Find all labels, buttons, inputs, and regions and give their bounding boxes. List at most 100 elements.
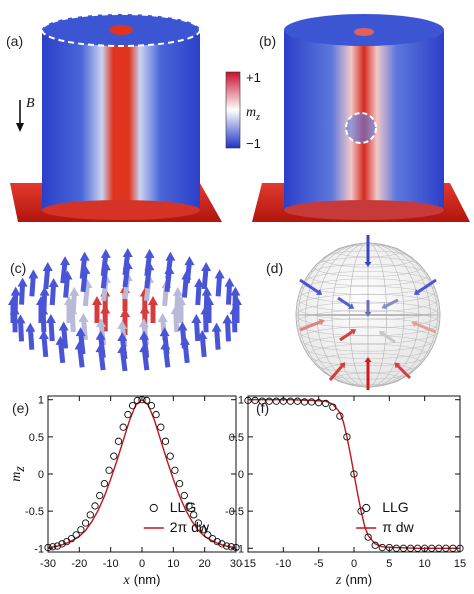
y-tick-label: 0.5 bbox=[229, 432, 244, 444]
panel-c-spin-arrow-head bbox=[159, 327, 170, 337]
panel-c: (c) bbox=[8, 248, 242, 372]
x-axis-label: x (nm) bbox=[123, 572, 161, 588]
x-axis-unit: (nm) bbox=[345, 572, 372, 587]
panel-d-spin-arrow-head bbox=[394, 362, 401, 369]
panel-d-spin-arrow-head bbox=[411, 320, 418, 328]
data-point-llg bbox=[77, 526, 85, 534]
data-point-llg bbox=[124, 410, 132, 419]
x-axis-unit: (nm) bbox=[134, 572, 161, 587]
data-point-llg bbox=[190, 511, 198, 519]
data-point-llg bbox=[199, 526, 207, 534]
data-point-llg bbox=[58, 540, 66, 548]
data-point-llg bbox=[49, 543, 57, 551]
data-point-llg bbox=[449, 544, 457, 552]
panel-d-spin-arrow bbox=[328, 365, 344, 381]
panel-c-spin-arrow-head bbox=[165, 251, 176, 261]
panel-d-spin-arrow-head bbox=[316, 289, 323, 295]
x-tick-label: 10 bbox=[419, 558, 431, 570]
data-point-llg bbox=[100, 480, 109, 488]
panel-c-spin-arrow-head bbox=[214, 269, 225, 279]
data-point-llg bbox=[161, 437, 170, 445]
panel-d-spin-arrow bbox=[417, 278, 437, 294]
panel-c-spin-arrow-head bbox=[10, 286, 21, 296]
y-tick-label: 1 bbox=[38, 395, 44, 407]
panel-c-spin-arrow-head bbox=[100, 248, 111, 258]
panel-c-spin-arrow-head bbox=[144, 248, 155, 258]
panel-d-spin-arrow-head bbox=[318, 318, 325, 326]
field-arrow-head bbox=[16, 123, 24, 132]
panel-c-spin-arrow-head bbox=[60, 256, 71, 266]
series-line-theory bbox=[248, 399, 460, 549]
legend-marker-llg bbox=[362, 503, 371, 513]
panel-d-spin-arrow bbox=[299, 278, 319, 294]
data-point-llg bbox=[272, 397, 280, 405]
y-tick-label: -1 bbox=[234, 543, 244, 555]
data-point-llg bbox=[114, 437, 123, 445]
data-point-llg bbox=[81, 519, 90, 527]
y-tick-label: -0.5 bbox=[225, 506, 244, 518]
y-axis-symbol: m bbox=[9, 472, 24, 482]
x-tick-label: -10 bbox=[103, 558, 119, 570]
data-point-llg bbox=[213, 537, 221, 546]
data-point-llg bbox=[44, 543, 52, 552]
data-point-llg bbox=[300, 398, 309, 406]
data-point-llg bbox=[258, 397, 266, 405]
x-axis-label: z (nm) bbox=[335, 572, 372, 588]
data-point-llg bbox=[364, 533, 372, 541]
colorbar-bar bbox=[225, 71, 241, 149]
panel-a-dashed-circle bbox=[41, 13, 201, 47]
panel-c-spin-arrow-head bbox=[25, 322, 36, 332]
data-point-llg bbox=[128, 402, 137, 410]
y-tick-label: 0 bbox=[38, 469, 44, 481]
data-point-llg bbox=[157, 423, 165, 431]
x-tick-label: 30 bbox=[230, 558, 242, 570]
panel-d-spin-arrow bbox=[415, 322, 437, 334]
chart-e: (e) -30 -20 -10 0 10 20 30-1-0.500.51x (nm)mzLL… bbox=[9, 395, 242, 588]
data-point-llg bbox=[329, 403, 337, 411]
panel-d-spin-arrow bbox=[299, 320, 321, 332]
data-point-llg bbox=[315, 399, 323, 407]
panel-c-spin-arrow-head bbox=[197, 329, 208, 339]
panel-b-cylinder-bottom bbox=[284, 200, 444, 220]
panel-d-spin-arrow-head bbox=[364, 312, 372, 317]
data-point-llg bbox=[119, 423, 127, 431]
colorbar-quantity: mz bbox=[246, 105, 260, 123]
panel-d-spin-arrow-head bbox=[364, 262, 372, 267]
panel-c-spin-arrow-head bbox=[69, 286, 80, 296]
panel-c-spin-arrow-head bbox=[148, 296, 158, 305]
panel-c-spin-arrow-head bbox=[117, 332, 128, 341]
panel-c-spin-arrow-head bbox=[45, 314, 56, 323]
data-point-llg bbox=[251, 396, 259, 405]
data-point-llg bbox=[72, 531, 80, 539]
x-tick-label: 5 bbox=[386, 558, 392, 570]
colorbar-bottom-label: −1 bbox=[246, 136, 261, 151]
field-label: B bbox=[26, 96, 35, 111]
panel-c-spin-arrow-head bbox=[211, 322, 222, 332]
panel-c-spin-arrow-head bbox=[179, 335, 190, 345]
data-point-llg bbox=[218, 540, 226, 548]
panel-c-spin-arrow-head bbox=[122, 248, 133, 257]
panel-d-spin-arrow-head bbox=[364, 357, 372, 362]
panel-c-spin-arrow-head bbox=[28, 269, 39, 279]
panel-d-spin-arrow-head bbox=[378, 331, 385, 337]
y-tick-label: -1 bbox=[34, 543, 44, 555]
legend-marker-llg bbox=[149, 503, 158, 513]
panel-d-spin-arrow bbox=[339, 330, 353, 342]
panel-c-spin-arrow-head bbox=[75, 327, 86, 337]
panel-a-core-top bbox=[109, 25, 133, 35]
data-point-llg bbox=[399, 544, 408, 552]
panel-a: (a) B bbox=[6, 13, 222, 222]
panel-c-spin-arrow-head bbox=[194, 278, 205, 287]
data-point-llg bbox=[350, 470, 358, 478]
panel-b-core-top bbox=[354, 28, 374, 36]
panel-a-cylinder bbox=[42, 30, 200, 210]
panel-c-spin-arrow-head bbox=[48, 278, 59, 287]
panel-a-cylinder-bottom bbox=[42, 200, 200, 220]
panel-c-spin-arrow-head bbox=[139, 343, 150, 353]
panel-c-spin-arrow-head bbox=[139, 330, 150, 340]
data-point-llg bbox=[86, 511, 94, 519]
data-point-llg bbox=[371, 541, 379, 549]
panel-c-spin-arrow-head bbox=[160, 340, 171, 350]
panel-d-spin-arrow-head bbox=[413, 289, 420, 295]
